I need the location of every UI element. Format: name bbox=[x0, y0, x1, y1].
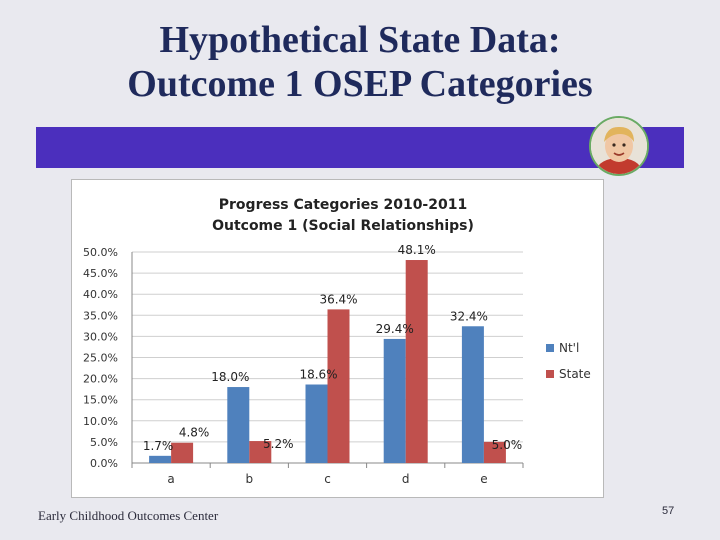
x-tick-label: a bbox=[167, 472, 174, 486]
data-label-natl-e: 32.4% bbox=[450, 309, 488, 323]
bar-state-d bbox=[405, 260, 428, 463]
x-tick-label: c bbox=[324, 472, 331, 486]
data-labels: 1.7% 4.8% 18.0% 5.2% 18.6% 36.4% 29.4% 48.1% 32.… bbox=[143, 243, 522, 453]
slide-title: Hypothetical State Data: Outcome 1 OSEP … bbox=[0, 18, 720, 106]
progress-chart: Progress Categories 2010-2011 Outcome 1 … bbox=[83, 197, 591, 486]
data-label-state-e: 5.0% bbox=[492, 438, 523, 452]
legend: Nt'l State bbox=[546, 341, 591, 381]
bar-state-e bbox=[483, 441, 506, 463]
data-label-state-b: 5.2% bbox=[263, 437, 294, 451]
footer-text: Early Childhood Outcomes Center bbox=[38, 508, 219, 523]
data-label-state-d: 48.1% bbox=[398, 243, 436, 257]
bar-natl-c bbox=[305, 384, 328, 463]
legend-swatch-state bbox=[546, 370, 554, 378]
bar-state-a bbox=[171, 442, 194, 463]
data-label-state-c: 36.4% bbox=[319, 292, 357, 306]
chart-frame: Progress Categories 2010-2011 Outcome 1 … bbox=[71, 179, 604, 498]
y-tick-label: 25.0% bbox=[83, 352, 118, 365]
legend-label-natl: Nt'l bbox=[559, 341, 579, 355]
slide-title-line2: Outcome 1 OSEP Categories bbox=[127, 63, 593, 105]
y-tick-label: 45.0% bbox=[83, 267, 118, 280]
bar-state-b bbox=[249, 441, 272, 463]
slide-title-line1: Hypothetical State Data: bbox=[159, 19, 561, 61]
page-number: 57 bbox=[662, 505, 675, 517]
y-tick-label: 40.0% bbox=[83, 288, 118, 301]
child-photo bbox=[589, 116, 649, 176]
x-tick-label: b bbox=[245, 472, 253, 486]
header-band bbox=[36, 127, 684, 168]
y-tick-label: 35.0% bbox=[83, 309, 118, 322]
y-tick-label: 15.0% bbox=[83, 394, 118, 407]
x-tick-label: d bbox=[402, 472, 410, 486]
y-tick-label: 5.0% bbox=[90, 436, 118, 449]
chart-title-line2: Outcome 1 (Social Relationships) bbox=[212, 218, 474, 234]
bar-natl-b bbox=[227, 387, 250, 463]
data-label-natl-c: 18.6% bbox=[299, 368, 337, 382]
bar-state-c bbox=[327, 309, 350, 463]
bar-natl-d bbox=[383, 338, 406, 463]
legend-swatch-natl bbox=[546, 344, 554, 352]
chart-title-line1: Progress Categories 2010-2011 bbox=[219, 197, 467, 213]
bar-natl-a bbox=[149, 455, 172, 463]
y-tick-label: 50.0% bbox=[83, 246, 118, 259]
y-tick-label: 20.0% bbox=[83, 373, 118, 386]
data-label-natl-b: 18.0% bbox=[211, 370, 249, 384]
child-photo-illustration bbox=[591, 118, 647, 174]
data-label-state-a: 4.8% bbox=[179, 426, 210, 440]
y-axis-ticks: 0.0% 5.0% 10.0% 15.0% 20.0% 25.0% 30.0% 35.0% 40… bbox=[83, 246, 118, 470]
y-tick-label: 10.0% bbox=[83, 415, 118, 428]
x-tick-label: e bbox=[480, 472, 487, 486]
legend-label-state: State bbox=[559, 367, 591, 381]
data-label-natl-a: 1.7% bbox=[143, 439, 174, 453]
bar-natl-e bbox=[461, 326, 484, 463]
y-tick-label: 30.0% bbox=[83, 330, 118, 343]
data-label-natl-d: 29.4% bbox=[376, 322, 414, 336]
bars bbox=[149, 260, 506, 463]
y-tick-label: 0.0% bbox=[90, 457, 118, 470]
x-axis-ticks: a b c d e bbox=[131, 463, 524, 486]
